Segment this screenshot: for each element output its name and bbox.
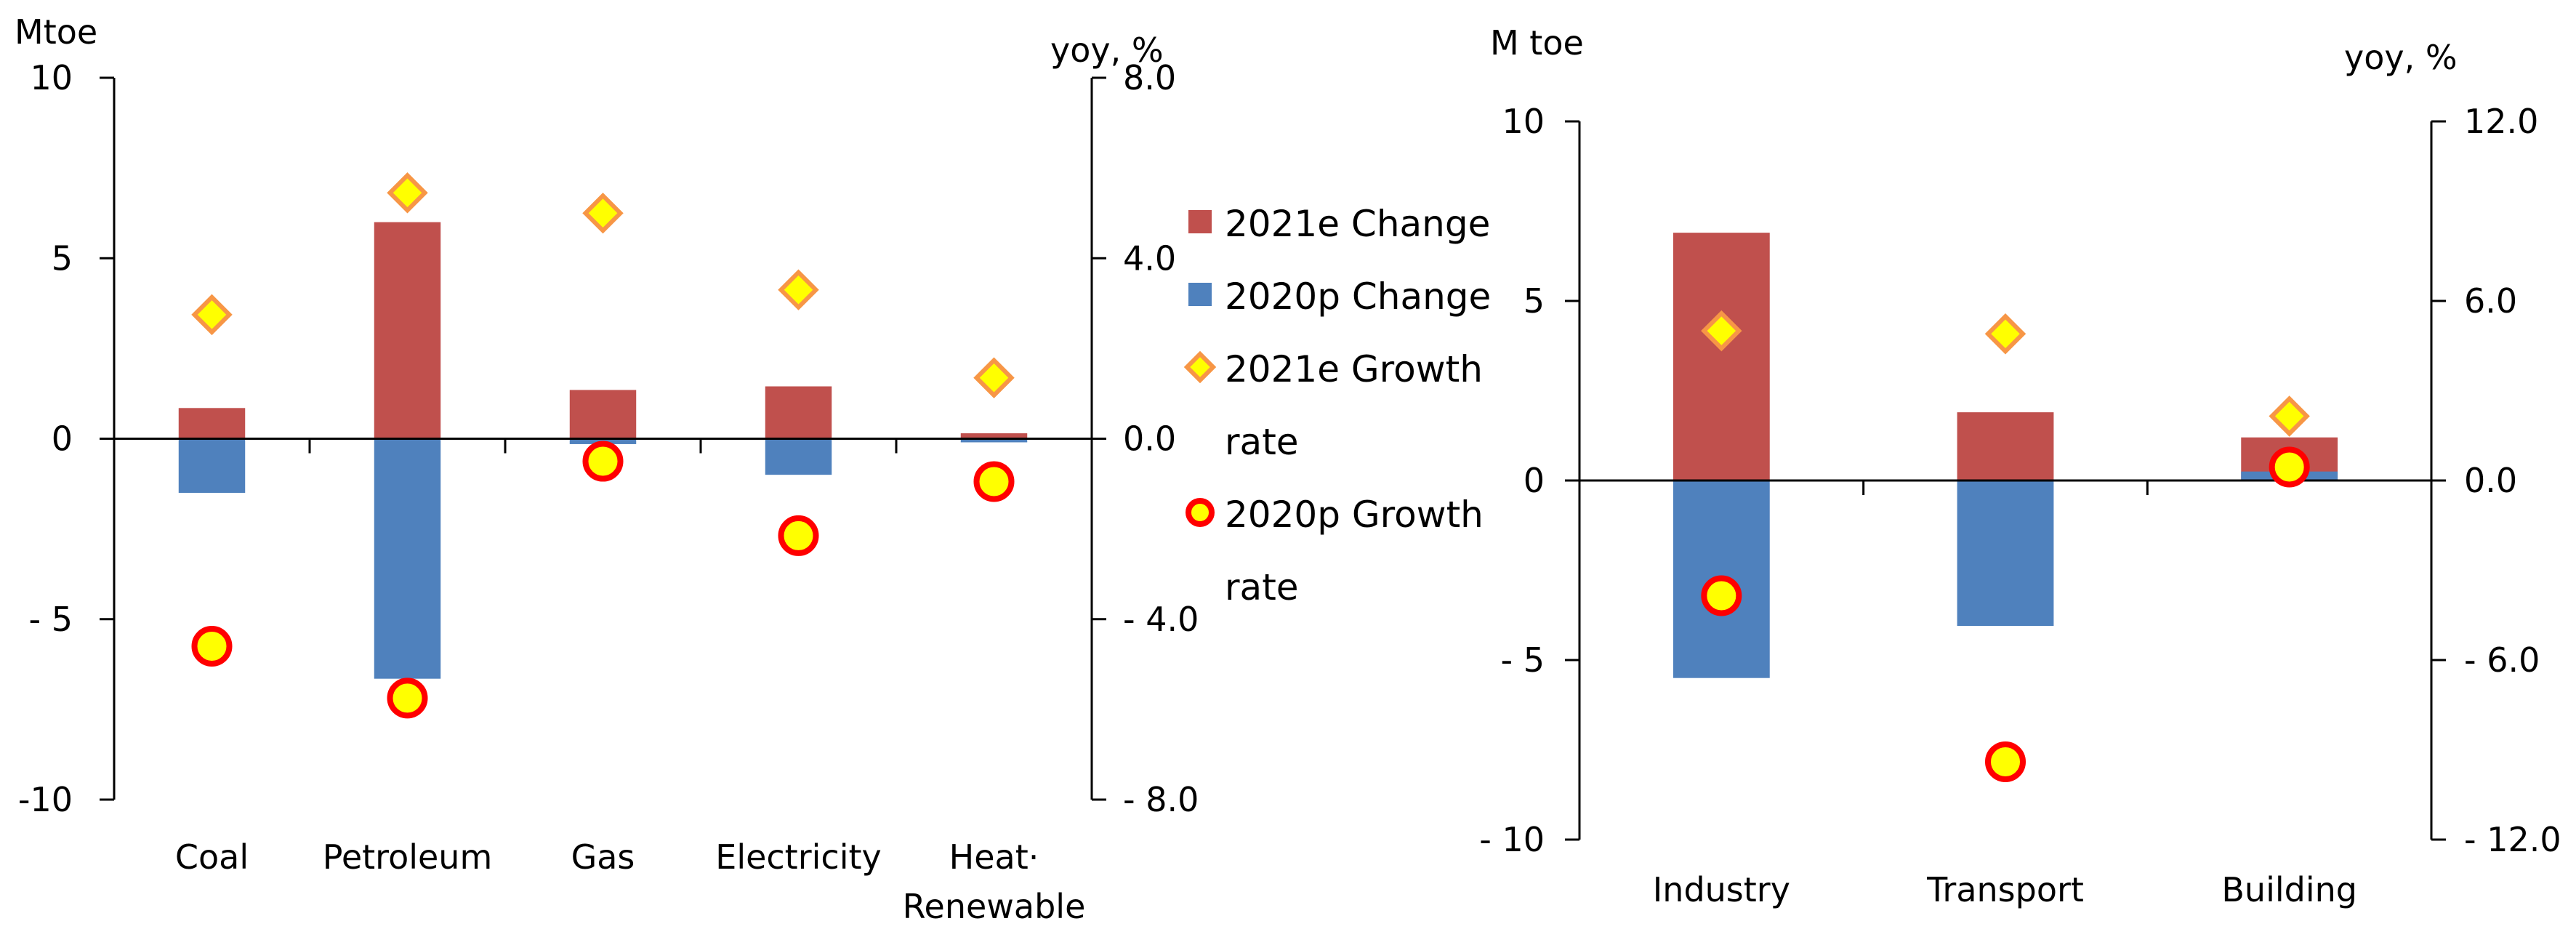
legend-label: 2020p Change [1225,276,1491,318]
right-tick-label: 8.0 [1123,58,1176,97]
bar [178,408,246,439]
growth-2020p-marker [1701,575,1742,616]
legend-blue-swatch-icon [1188,283,1212,306]
growth-2021e-marker [1984,313,2026,355]
left-tick-label: -10 [18,780,73,819]
bar [374,222,441,439]
right-tick-label: 12.0 [2464,102,2538,141]
fuel-chart: 10 5 0 - 5 -10 8.0 4.0 0.0 - 4.0 - 8.0 Mtoe yoy, % C… [15,12,1199,926]
bar [960,438,1028,443]
category-label: Electricity [715,837,882,877]
legend-diamond-icon [1183,350,1217,384]
growth-2020p-marker [387,677,428,719]
growth-2021e-marker [973,357,1015,398]
category-label: Renewable [903,887,1086,926]
bar [178,438,246,493]
bar [765,386,832,439]
category-label: Gas [571,837,635,877]
left-tick-label: - 5 [29,600,73,639]
legend-circle-icon [1186,498,1215,527]
growth-2021e-marker [1701,310,1742,352]
growth-2020p-marker [973,461,1015,502]
growth-2021e-marker [2269,395,2310,437]
category-label: Industry [1653,870,1790,909]
right-tick-label: - 8.0 [1123,780,1199,819]
right-tick-label: - 12.0 [2464,820,2561,859]
right-tick-label: 0.0 [2464,461,2517,500]
growth-2020p-marker [1985,741,2026,782]
growth-2020p-marker [582,441,624,482]
growth-2021e-marker [778,269,819,310]
right-tick-label: 6.0 [2464,281,2517,321]
bar [960,433,1028,439]
left-tick-label: 5 [52,238,73,278]
growth-2021e-marker [191,294,233,336]
left-axis-unit: M toe [1490,23,1584,63]
category-label: Petroleum [323,837,493,877]
growth-2021e-marker [582,192,624,234]
category-label: Coal [175,837,249,877]
left-tick-label: 0 [1524,461,1545,500]
bar [1957,480,2054,627]
sector-chart: 10 5 0 - 5 - 10 12.0 6.0 0.0 - 6.0 - 12.0 M toe yoy… [1479,23,2561,909]
legend: 2021e Change 2020p Change 2021e Growth rate… [1183,203,1491,608]
growth-2021e-marker [387,172,428,214]
left-tick-label: 5 [1524,281,1545,321]
legend-label: rate [1225,566,1299,608]
growth-2020p-marker [778,515,819,556]
category-label: Building [2221,870,2357,909]
legend-red-swatch-icon [1188,210,1212,233]
bar [1957,412,2054,480]
category-label: Heat· [949,837,1039,877]
left-tick-label: - 10 [1479,820,1545,859]
bar [569,390,637,439]
right-tick-label: 4.0 [1123,238,1176,278]
right-axis-unit: yoy, % [2344,38,2458,77]
right-tick-label: - 6.0 [2464,640,2540,680]
right-tick-label: 0.0 [1123,419,1176,459]
category-label: Transport [1926,870,2084,909]
bar [765,438,832,475]
legend-label: 2021e Change [1225,203,1490,245]
left-tick-label: 10 [30,58,73,97]
legend-label: 2021e Growth [1225,348,1483,390]
right-tick-label: - 4.0 [1123,600,1199,639]
left-tick-label: - 5 [1501,640,1545,680]
left-tick-label: 0 [52,419,73,459]
growth-2020p-marker [191,625,233,667]
right-axis-unit: yoy, % [1050,31,1164,70]
legend-label: 2020p Growth [1225,494,1484,536]
legend-label: rate [1225,421,1299,463]
left-axis-unit: Mtoe [15,12,97,52]
bar [374,438,441,679]
left-tick-label: 10 [1502,102,1545,141]
growth-2020p-marker [2269,446,2310,488]
bar [1673,233,1770,480]
